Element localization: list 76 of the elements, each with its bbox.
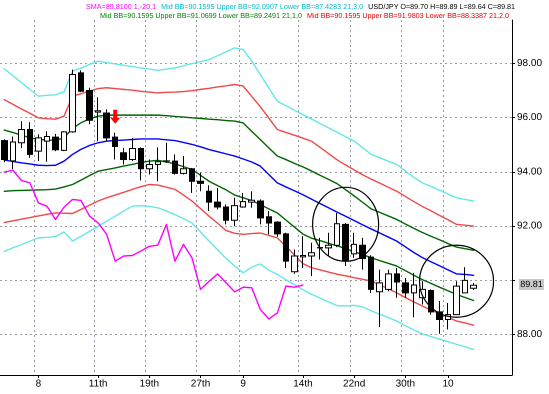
candlestick: [283, 232, 289, 268]
x-tick-label: 30th: [396, 378, 416, 390]
candlestick: [411, 272, 417, 318]
y-tick-label: 88.00: [517, 328, 542, 340]
candlestick: [206, 184, 212, 212]
candlestick: [300, 236, 306, 268]
candlestick: [95, 96, 101, 142]
candlestick: [61, 130, 67, 152]
candlestick: [359, 237, 366, 270]
candlestick: [189, 167, 195, 194]
candlestick: [368, 254, 374, 294]
candlestick: [27, 122, 33, 158]
line-series: [4, 84, 474, 227]
candlestick: [138, 146, 144, 181]
candlestick: [155, 146, 161, 182]
line-series: [4, 138, 474, 276]
x-tick-label: 22nd: [343, 378, 366, 390]
line-series: [4, 169, 304, 320]
candlestick: [266, 210, 272, 235]
candlestick: [214, 188, 221, 210]
candlestick: [436, 300, 443, 334]
line-series: [4, 184, 474, 326]
candlestick: [52, 133, 59, 152]
candlestick: [470, 282, 477, 290]
candlestick: [334, 212, 340, 248]
x-tick-label: 19th: [140, 378, 160, 390]
candlestick: [1, 138, 8, 163]
candlestick: [146, 159, 153, 175]
candlestick: [35, 134, 42, 162]
x-tick-label: 27th: [190, 378, 210, 390]
candlestick: [129, 137, 136, 162]
x-tick-label: 8: [36, 378, 42, 390]
candlestick: [308, 242, 315, 277]
candlestick: [197, 172, 204, 192]
candlestick: [180, 156, 187, 175]
candlestick: [44, 130, 50, 162]
y-tick-label: 98.00: [517, 58, 542, 69]
candlestick: [10, 136, 16, 170]
candlestick: [376, 269, 383, 328]
candlestick: [317, 237, 323, 260]
candlestick: [248, 190, 255, 208]
candlestick: [112, 132, 118, 160]
candlestick: [351, 232, 357, 258]
candlestick: [231, 197, 238, 227]
candlestick: [402, 277, 409, 298]
candlestick: [394, 267, 400, 298]
candlestick: [240, 192, 246, 208]
candlestick: [428, 288, 434, 316]
x-tick-label: 9: [240, 378, 246, 390]
line-series: [4, 204, 474, 350]
line-series: [4, 160, 474, 302]
x-tick-label: 10: [442, 378, 454, 390]
text: 89.81: [519, 279, 544, 290]
candlestick: [274, 220, 281, 238]
candlestick: [462, 266, 468, 294]
candlestick: [120, 147, 127, 165]
candlestick: [385, 269, 392, 292]
candlestick: [172, 154, 178, 175]
candlestick: [291, 249, 298, 274]
candlestick: [103, 108, 110, 142]
candlestick: [257, 198, 264, 225]
x-tick-label: 14th: [293, 378, 313, 390]
candlestick: [86, 87, 93, 125]
candlestick: [325, 232, 332, 257]
line-series: [4, 47, 474, 202]
candlestick: [342, 222, 349, 267]
x-tick-label: 11th: [88, 378, 108, 390]
candlestick: [78, 70, 84, 93]
y-tick-label: 94.00: [517, 166, 542, 178]
candlestick: [18, 120, 25, 149]
y-tick-label: 92.00: [517, 220, 542, 232]
candlestick: [453, 280, 460, 316]
candlestick: [69, 69, 76, 134]
candlestick: [223, 204, 229, 225]
candlestick: [163, 142, 170, 164]
y-tick-label: 96.00: [517, 112, 542, 124]
